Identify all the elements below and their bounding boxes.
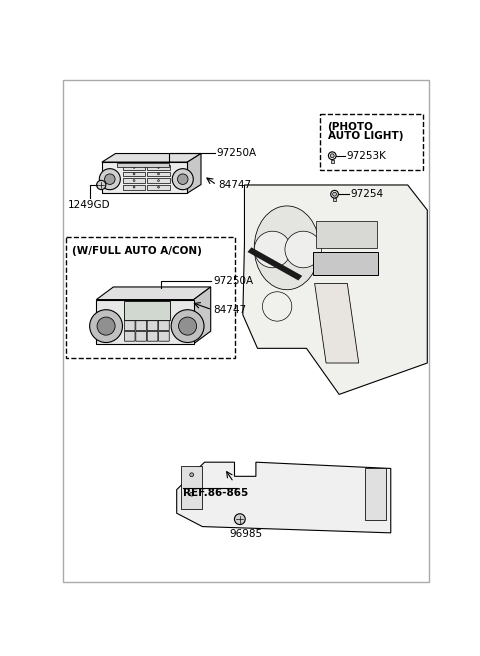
Polygon shape xyxy=(193,287,211,344)
Circle shape xyxy=(157,173,159,175)
Circle shape xyxy=(171,310,204,342)
Circle shape xyxy=(96,180,106,190)
Bar xyxy=(66,237,235,358)
Circle shape xyxy=(234,514,245,525)
Circle shape xyxy=(285,231,322,268)
Ellipse shape xyxy=(254,206,320,290)
Polygon shape xyxy=(102,154,201,162)
Circle shape xyxy=(99,169,120,190)
Bar xyxy=(124,301,169,319)
FancyBboxPatch shape xyxy=(124,331,135,341)
Bar xyxy=(147,185,169,190)
Circle shape xyxy=(331,190,338,198)
Polygon shape xyxy=(243,185,427,394)
Circle shape xyxy=(133,180,135,182)
Bar xyxy=(123,172,145,176)
Polygon shape xyxy=(187,154,201,193)
Circle shape xyxy=(179,317,197,335)
Circle shape xyxy=(328,152,336,159)
Polygon shape xyxy=(177,462,391,533)
Polygon shape xyxy=(315,283,359,363)
Bar xyxy=(102,162,187,193)
Bar xyxy=(96,300,193,344)
Bar xyxy=(181,466,203,509)
Circle shape xyxy=(133,186,135,188)
Bar xyxy=(123,165,145,170)
Text: 97250A: 97250A xyxy=(213,276,253,286)
Bar xyxy=(117,163,168,167)
FancyBboxPatch shape xyxy=(136,321,146,331)
Text: 97254: 97254 xyxy=(351,189,384,199)
Circle shape xyxy=(172,169,193,190)
Bar xyxy=(365,468,386,520)
Text: 84747: 84747 xyxy=(218,180,252,190)
Bar xyxy=(316,220,377,248)
Bar xyxy=(147,172,169,176)
Text: 96985: 96985 xyxy=(229,529,262,539)
Circle shape xyxy=(157,167,159,169)
Bar xyxy=(320,114,423,170)
Text: (PHOTO: (PHOTO xyxy=(328,122,373,132)
Text: 97250A: 97250A xyxy=(217,148,257,158)
Polygon shape xyxy=(96,287,211,300)
Bar xyxy=(333,198,336,201)
FancyBboxPatch shape xyxy=(147,321,158,331)
Circle shape xyxy=(90,310,122,342)
Bar xyxy=(123,185,145,190)
Text: 1249GD: 1249GD xyxy=(67,200,110,211)
Circle shape xyxy=(105,174,115,184)
Circle shape xyxy=(190,492,193,496)
Circle shape xyxy=(333,192,336,196)
Circle shape xyxy=(133,167,135,169)
Bar xyxy=(147,178,169,183)
FancyBboxPatch shape xyxy=(158,331,169,341)
Text: 84747: 84747 xyxy=(214,305,247,315)
FancyBboxPatch shape xyxy=(136,331,146,341)
Circle shape xyxy=(254,231,291,268)
Circle shape xyxy=(157,180,159,182)
Text: (W/FULL AUTO A/CON): (W/FULL AUTO A/CON) xyxy=(72,246,202,256)
Circle shape xyxy=(97,317,115,335)
Text: 97253K: 97253K xyxy=(346,151,386,161)
Bar xyxy=(331,159,334,163)
Circle shape xyxy=(178,174,188,184)
FancyBboxPatch shape xyxy=(158,321,169,331)
Bar xyxy=(147,165,169,170)
Circle shape xyxy=(157,186,159,188)
Polygon shape xyxy=(248,247,302,281)
Circle shape xyxy=(330,154,334,157)
FancyBboxPatch shape xyxy=(147,331,158,341)
Bar xyxy=(123,178,145,183)
Circle shape xyxy=(133,173,135,175)
Bar xyxy=(313,252,378,275)
Text: REF.86-865: REF.86-865 xyxy=(183,488,248,499)
FancyBboxPatch shape xyxy=(124,321,135,331)
Circle shape xyxy=(190,473,193,477)
Text: AUTO LIGHT): AUTO LIGHT) xyxy=(328,131,403,141)
